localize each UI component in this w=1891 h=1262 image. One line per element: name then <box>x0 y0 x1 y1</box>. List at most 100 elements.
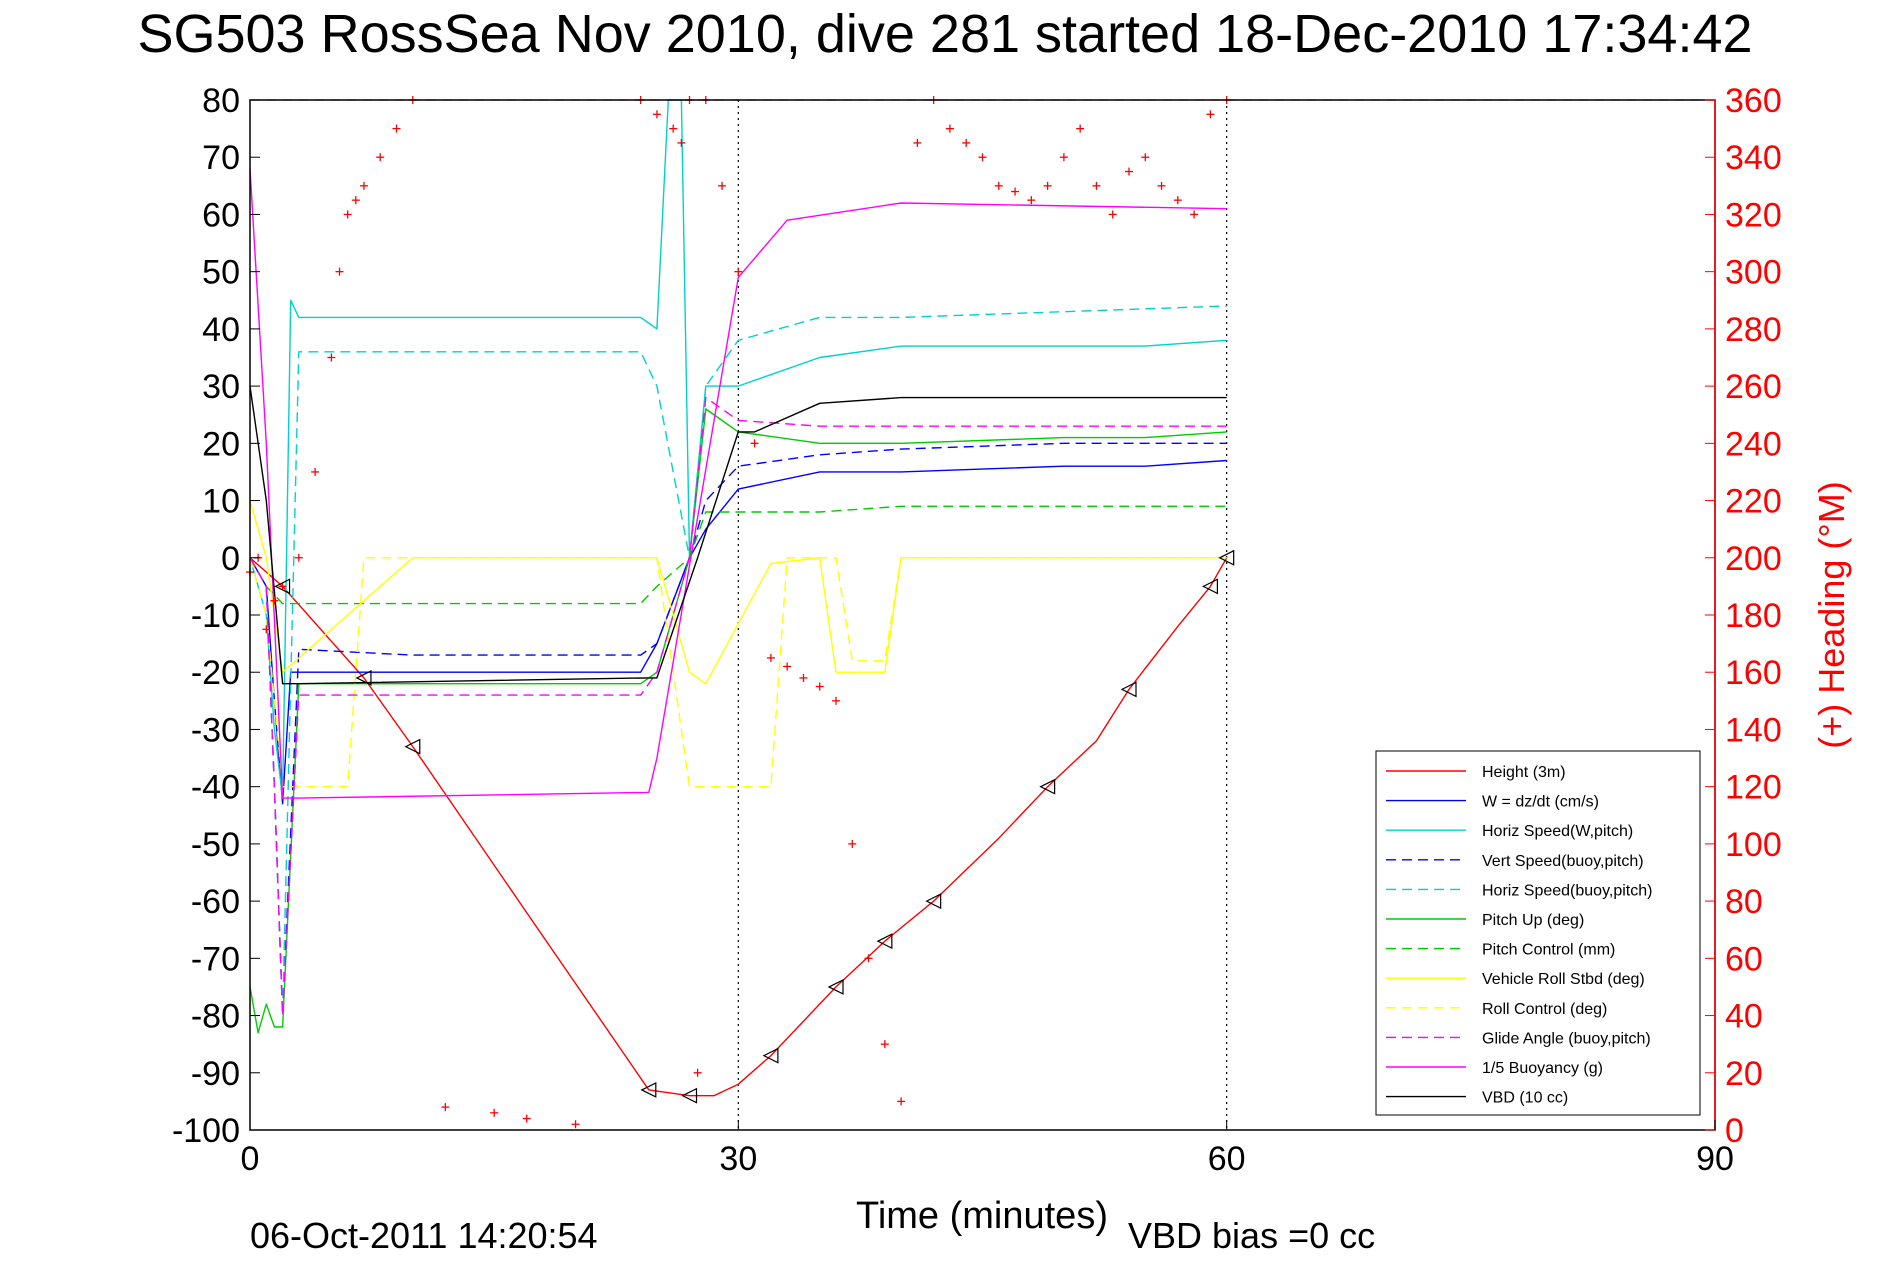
legend-label-3: Vert Speed(buoy,pitch) <box>1482 853 1644 870</box>
right-tick-label: 80 <box>1725 883 1763 921</box>
right-tick-label: 0 <box>1725 1112 1744 1150</box>
right-tick-label: 280 <box>1725 311 1782 349</box>
left-tick-label: -80 <box>191 998 240 1036</box>
turn-marker-layer <box>274 549 1235 1104</box>
series-line-0 <box>249 557 1228 1097</box>
heading-point <box>978 153 987 162</box>
right-tick-label: 100 <box>1725 826 1782 864</box>
legend-label-7: Vehicle Roll Stbd (deg) <box>1482 971 1645 988</box>
right-tick-label: 120 <box>1725 769 1782 807</box>
heading-point <box>1108 210 1117 219</box>
heading-point <box>734 267 743 276</box>
turn-marker <box>876 933 893 950</box>
heading-point <box>693 1068 702 1077</box>
heading-point <box>962 138 971 147</box>
heading-point <box>1206 110 1215 119</box>
heading-point <box>441 1103 450 1112</box>
x-axis-label: Time (minutes) <box>856 1195 1108 1237</box>
turn-marker <box>274 578 291 595</box>
heading-point <box>392 124 401 133</box>
right-tick-label: 160 <box>1725 654 1782 692</box>
heading-point <box>1141 153 1150 162</box>
heading-point <box>799 673 808 682</box>
heading-point <box>766 653 775 662</box>
right-tick-label: 200 <box>1725 540 1782 578</box>
legend-label-10: 1/5 Buoyancy (g) <box>1482 1060 1603 1077</box>
left-tick-label: -10 <box>191 597 240 635</box>
turn-marker <box>404 738 421 755</box>
heading-point <box>522 1114 531 1123</box>
vbd-bias-footer: VBD bias =0 cc <box>1128 1215 1375 1256</box>
x-tick-label: 90 <box>1696 1140 1734 1178</box>
heading-point <box>750 439 759 448</box>
heading-point <box>335 267 344 276</box>
heading-point <box>832 696 840 705</box>
heading-point <box>376 153 385 162</box>
heading-point <box>262 625 271 634</box>
left-tick-label: -20 <box>191 654 240 692</box>
heading-point <box>270 596 279 605</box>
heading-point <box>1076 124 1085 133</box>
legend: Height (3m) W = dz/dt (cm/s) Horiz Speed(W… <box>1375 750 1701 1116</box>
left-axis-ticks: 80 70 60 50 40 30 20 10 0 -10 -20 -30 -40 -50 -60 -70 -8… <box>172 82 260 1150</box>
series-line-4 <box>249 305 1227 1017</box>
legend-label-6: Pitch Control (mm) <box>1482 942 1615 959</box>
left-tick-label: 60 <box>202 196 240 234</box>
left-tick-label: 20 <box>202 425 240 463</box>
heading-point <box>1043 181 1052 190</box>
right-tick-label: 340 <box>1725 139 1782 177</box>
x-axis-ticks: 0 30 60 90 <box>241 1120 1734 1178</box>
heading-point <box>327 353 336 362</box>
left-tick-label: 80 <box>202 82 240 120</box>
heading-point <box>1125 167 1133 176</box>
left-tick-label: 40 <box>202 311 240 349</box>
right-tick-label: 260 <box>1725 368 1782 406</box>
right-tick-label: 240 <box>1725 425 1782 463</box>
legend-label-8: Roll Control (deg) <box>1482 1001 1607 1018</box>
heading-point <box>994 181 1003 190</box>
right-tick-label: 180 <box>1725 597 1782 635</box>
legend-label-4: Horiz Speed(buoy,pitch) <box>1482 882 1652 899</box>
left-tick-label: 10 <box>202 483 240 521</box>
heading-point <box>945 124 954 133</box>
heading-point <box>1157 181 1166 190</box>
heading-point <box>359 181 368 190</box>
heading-point <box>571 1120 580 1129</box>
turn-marker <box>827 978 844 995</box>
heading-point <box>652 110 661 119</box>
right-tick-label: 40 <box>1725 998 1763 1036</box>
left-tick-label: -50 <box>191 826 240 864</box>
turn-marker <box>1202 578 1218 595</box>
legend-box <box>1375 750 1701 1116</box>
series-line-9 <box>249 396 1227 1017</box>
legend-label-9: Glide Angle (buoy,pitch) <box>1482 1030 1651 1047</box>
series-line-3 <box>249 442 1227 1017</box>
left-tick-label: 30 <box>202 368 240 406</box>
right-tick-label: 360 <box>1725 82 1782 120</box>
heading-point <box>880 1040 889 1049</box>
heading-point <box>677 138 686 147</box>
chart-title: SG503 RossSea Nov 2010, dive 281 started… <box>137 4 1752 64</box>
heading-point <box>294 553 303 562</box>
series-line-10 <box>249 168 1227 799</box>
right-tick-label: 140 <box>1725 711 1782 749</box>
heading-point <box>669 124 678 133</box>
left-tick-label: -40 <box>191 769 240 807</box>
right-tick-label: 60 <box>1725 940 1763 978</box>
turn-marker <box>1218 549 1235 566</box>
left-tick-label: -70 <box>191 940 240 978</box>
right-y-axis-label: (+) Heading (°M) <box>1811 481 1852 748</box>
right-tick-label: 220 <box>1725 483 1782 521</box>
heading-point <box>848 839 857 848</box>
legend-label-1: W = dz/dt (cm/s) <box>1482 794 1599 811</box>
turn-marker <box>925 893 942 910</box>
right-tick-label: 320 <box>1725 196 1782 234</box>
heading-point <box>1011 187 1020 196</box>
legend-label-11: VBD (10 cc) <box>1482 1090 1568 1107</box>
series-layer <box>249 99 1228 1097</box>
x-tick-label: 0 <box>241 1140 260 1178</box>
heading-point <box>490 1108 499 1117</box>
left-tick-label: -100 <box>172 1112 240 1150</box>
heading-point <box>897 1097 906 1106</box>
